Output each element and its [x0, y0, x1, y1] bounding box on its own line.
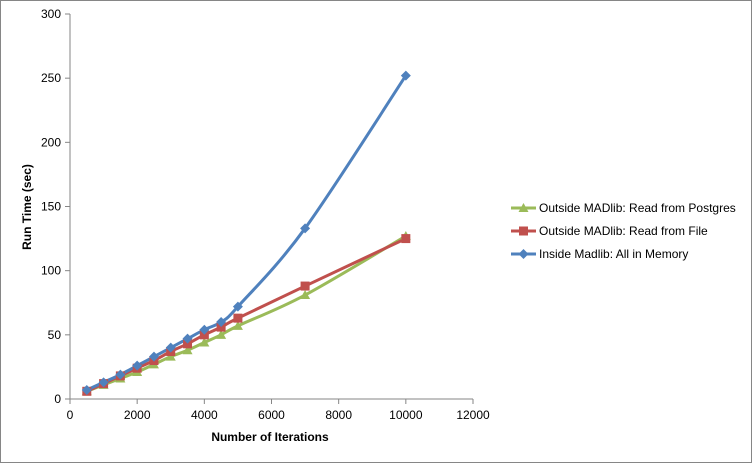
y-tick-label: 100	[41, 264, 61, 278]
data-point-postgres	[165, 351, 176, 361]
x-tick-label: 8000	[325, 408, 352, 422]
series-lines	[86, 74, 408, 393]
data-point-postgres	[232, 320, 243, 330]
x-tick-label: 12000	[456, 408, 490, 422]
x-tick-label: 10000	[389, 408, 423, 422]
data-point-memory	[216, 317, 227, 327]
legend-label-postgres: Outside MADlib: Read from Postgres	[539, 201, 736, 215]
series-line-memory	[86, 74, 408, 392]
data-point-file	[300, 281, 310, 291]
data-point-memory	[132, 360, 143, 371]
x-tick-label: 2000	[124, 408, 151, 422]
data-point-memory	[115, 369, 126, 380]
legend-label-file: Outside MADlib: Read from File	[539, 224, 708, 238]
x-tick-label: 4000	[191, 408, 218, 422]
data-point-postgres	[300, 290, 311, 300]
legend-marker-memory	[518, 249, 529, 259]
data-point-file	[199, 330, 209, 340]
data-point-postgres	[182, 345, 193, 355]
y-tick-label: 150	[41, 200, 61, 214]
legend: Outside MADlib: Read from Postgres Outsid…	[511, 201, 736, 261]
data-point-file	[216, 322, 226, 332]
y-tick-label: 0	[54, 392, 61, 406]
y-tick-label: 50	[48, 328, 62, 342]
data-point-postgres	[216, 329, 227, 339]
data-point-memory	[182, 333, 193, 344]
legend-marker-postgres	[518, 203, 529, 212]
axes	[65, 13, 474, 404]
data-point-file	[401, 234, 411, 244]
data-point-file	[183, 339, 193, 349]
y-tick-label: 300	[41, 7, 61, 21]
x-tick-label: 6000	[258, 408, 285, 422]
data-point-memory	[98, 377, 109, 388]
x-tick-label: 0	[67, 408, 74, 422]
data-point-memory	[81, 385, 92, 396]
data-point-memory	[400, 70, 411, 81]
legend-marker-file	[519, 226, 528, 236]
data-point-memory	[300, 223, 311, 234]
y-axis-title: Run Time (sec)	[20, 164, 34, 250]
tick-labels: 0 50 100 150 200 250 300 0 2000 4000 6000 8000 10000…	[41, 7, 490, 422]
legend-label-memory: Inside Madlib: All in Memory	[539, 247, 688, 261]
x-axis-title: Number of Iterations	[211, 430, 329, 444]
data-point-memory	[148, 351, 159, 362]
data-point-file	[233, 313, 243, 323]
data-point-postgres	[199, 337, 210, 347]
data-point-memory	[199, 324, 210, 335]
series-markers	[81, 70, 411, 396]
y-tick-label: 250	[41, 71, 61, 85]
data-point-memory	[165, 342, 176, 353]
data-point-memory	[232, 301, 243, 312]
y-tick-label: 200	[41, 135, 61, 149]
